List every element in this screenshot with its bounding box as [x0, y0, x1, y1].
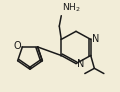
- Text: N: N: [92, 34, 100, 44]
- Text: N: N: [78, 59, 85, 69]
- Text: O: O: [14, 41, 21, 52]
- Text: NH$_2$: NH$_2$: [62, 2, 81, 14]
